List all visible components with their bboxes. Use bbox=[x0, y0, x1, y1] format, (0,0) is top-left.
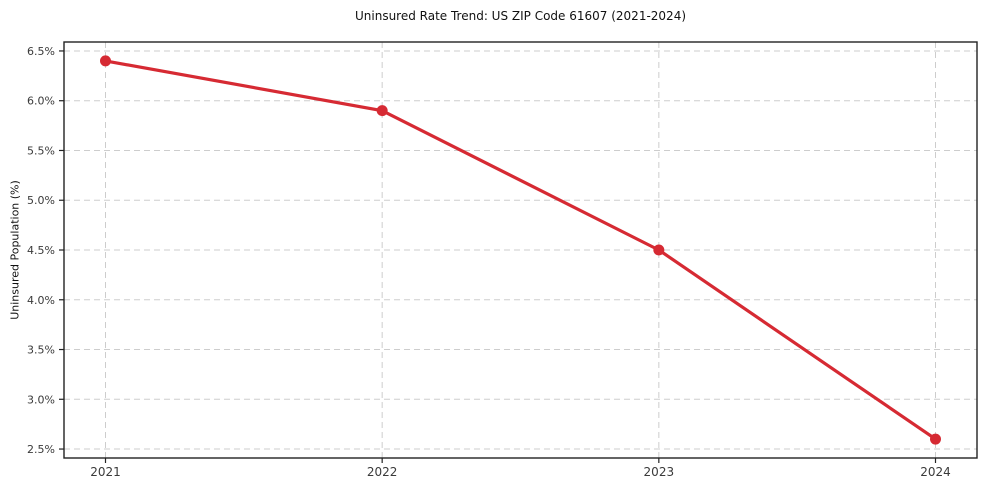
data-point bbox=[100, 55, 111, 67]
y-tick-label: 6.5% bbox=[27, 45, 55, 58]
y-tick-label: 5.0% bbox=[27, 194, 55, 207]
data-point bbox=[653, 244, 665, 256]
chart-title: Uninsured Rate Trend: US ZIP Code 61607 … bbox=[354, 9, 687, 23]
x-tick-label: 2024 bbox=[920, 465, 951, 479]
x-tick-label: 2022 bbox=[367, 465, 398, 479]
y-tick-label: 6.0% bbox=[27, 95, 55, 108]
y-tick-label: 4.0% bbox=[27, 294, 55, 307]
y-tick-label: 3.0% bbox=[27, 393, 55, 406]
y-tick-label: 2.5% bbox=[27, 443, 55, 456]
x-tick-label: 2021 bbox=[90, 465, 121, 479]
data-point bbox=[376, 105, 388, 117]
data-point bbox=[930, 433, 941, 445]
x-tick-label: 2023 bbox=[644, 465, 675, 479]
y-tick-label: 5.5% bbox=[27, 144, 55, 157]
plot-border bbox=[63, 41, 978, 459]
y-tick-label: 4.5% bbox=[27, 244, 55, 257]
trend-line bbox=[103, 59, 938, 441]
y-tick-label: 3.5% bbox=[27, 344, 55, 357]
